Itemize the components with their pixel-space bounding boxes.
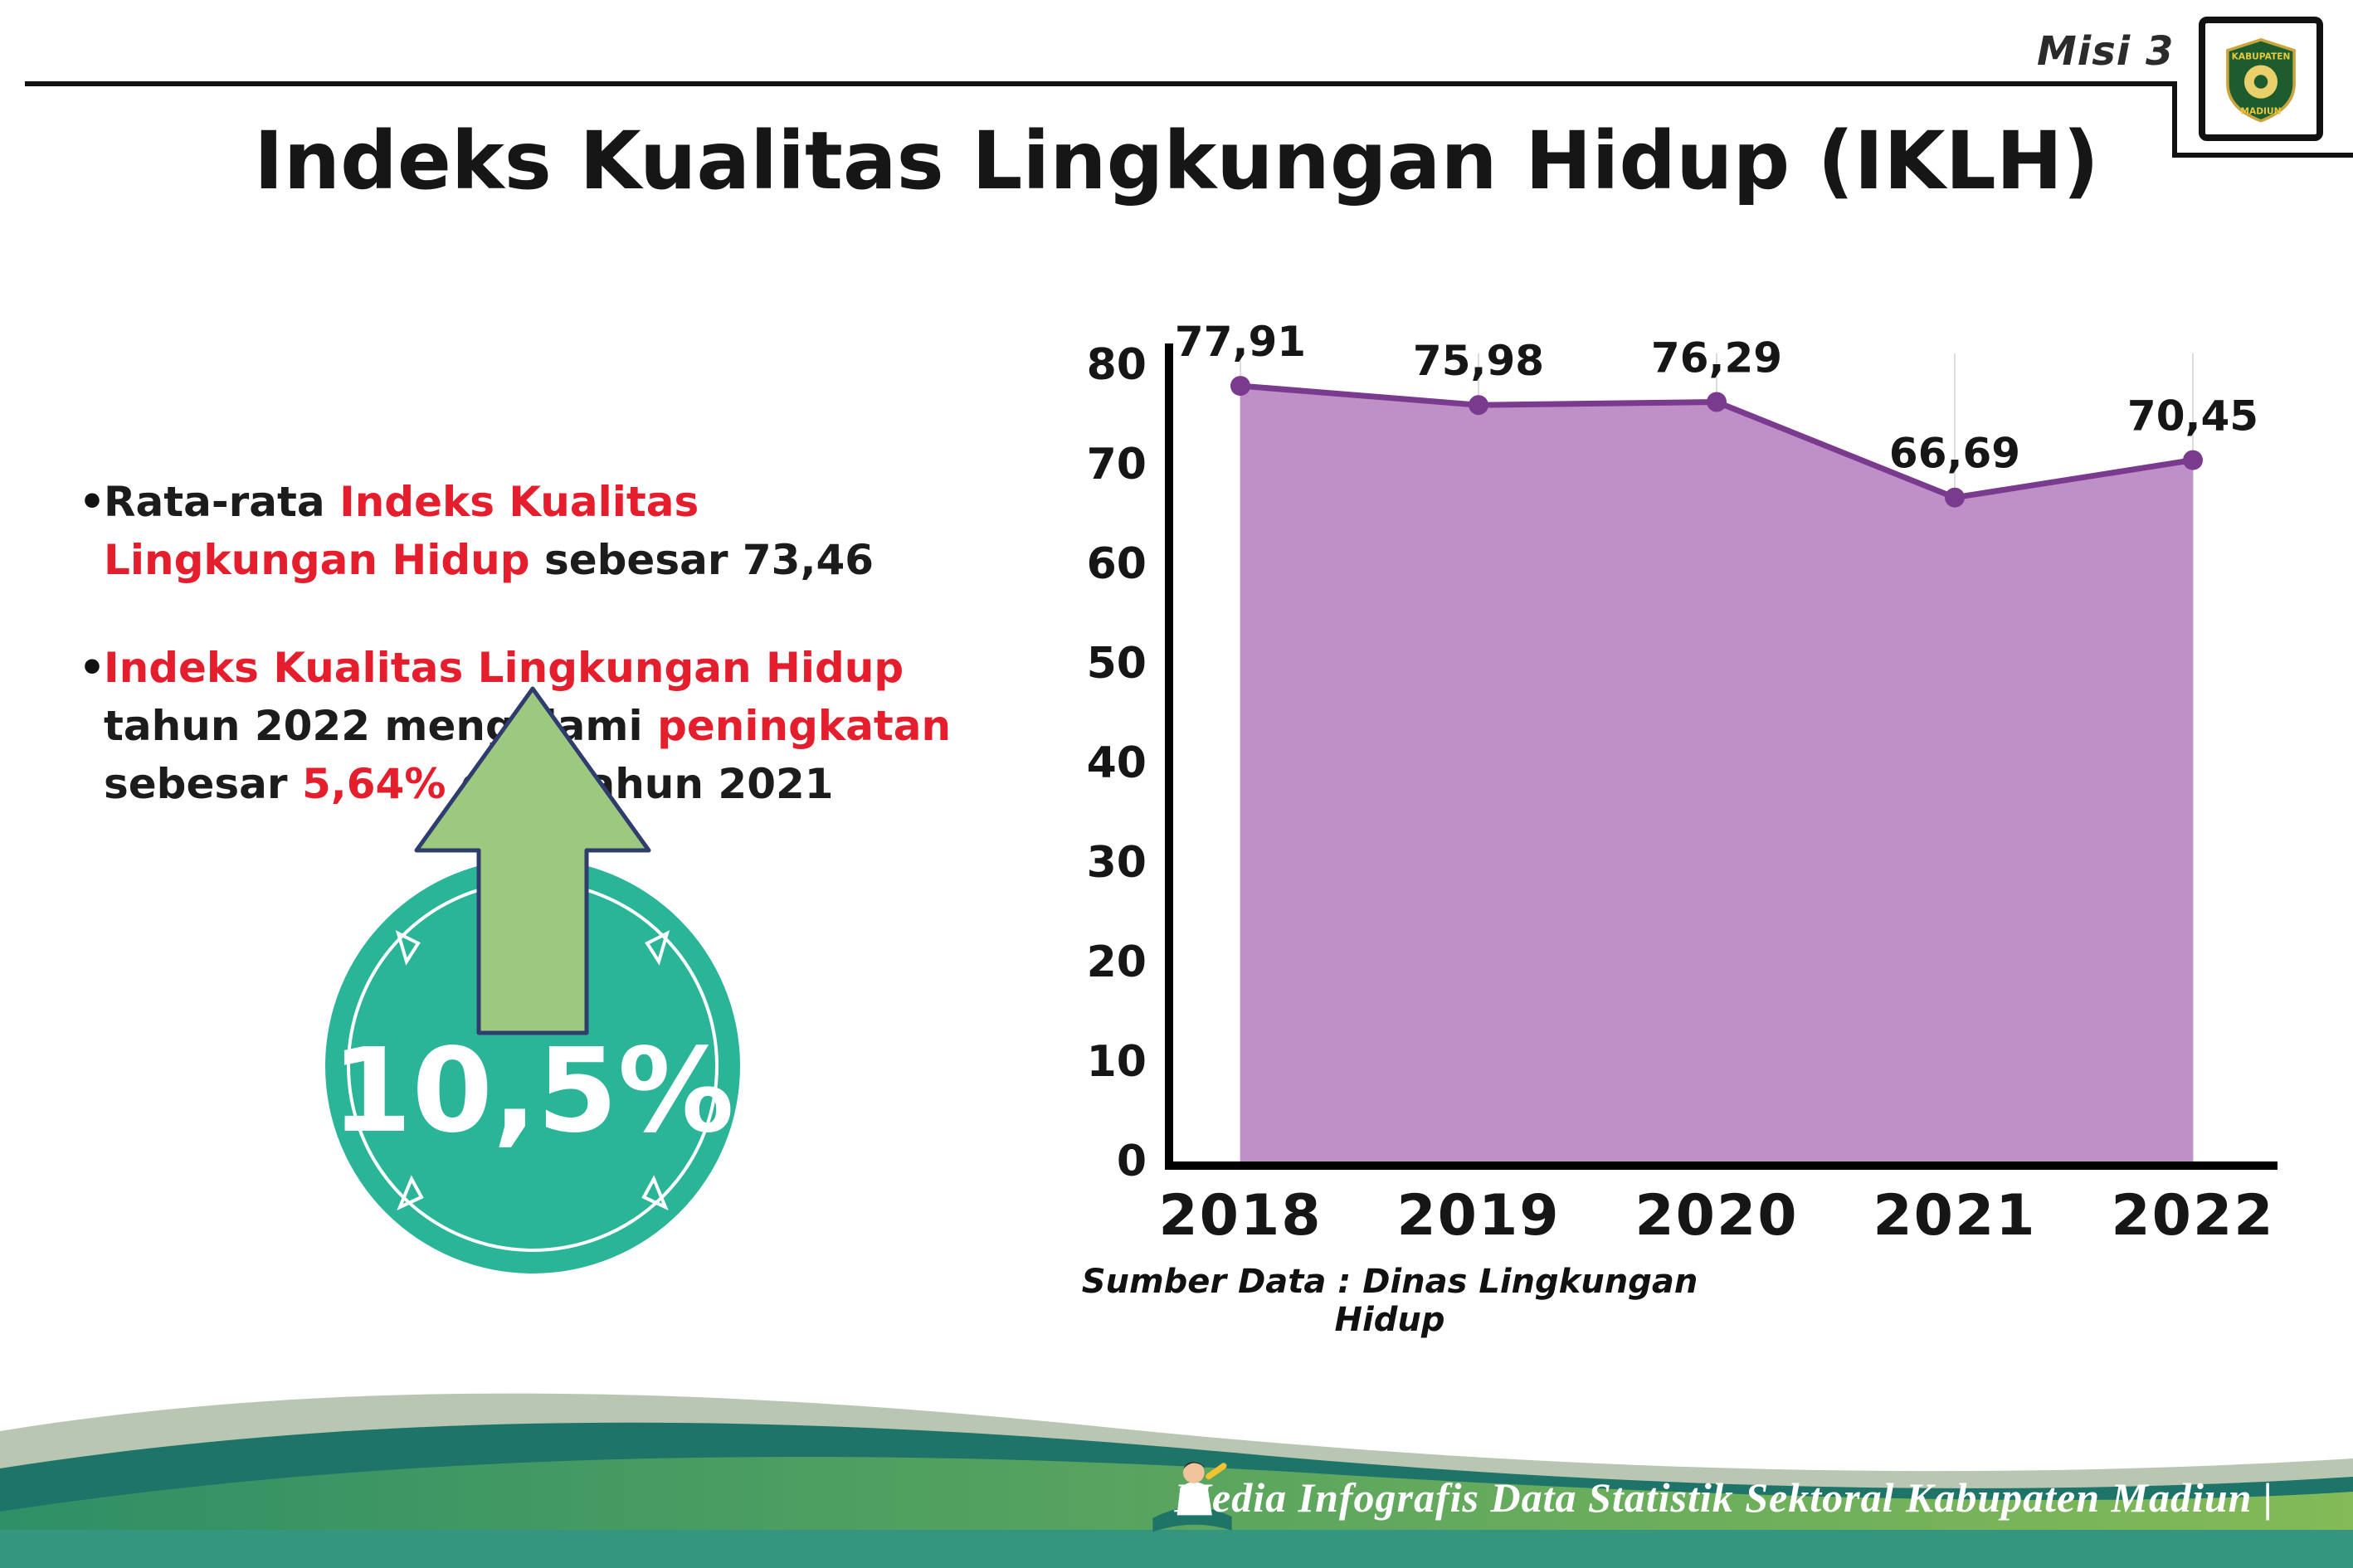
svg-text:70,45: 70,45 <box>2127 392 2258 441</box>
svg-text:2020: 2020 <box>1634 1183 1798 1249</box>
increase-badge: 10,5% <box>325 686 740 1273</box>
svg-text:80: 80 <box>1087 340 1147 390</box>
logo-text-top: KABUPATEN <box>2232 51 2291 61</box>
logo-text-bottom: MADIUN <box>2240 105 2281 116</box>
svg-text:2022: 2022 <box>2111 1183 2274 1249</box>
badge-percentage: 10,5% <box>331 1024 734 1159</box>
logo-frame-line-vertical <box>2172 81 2177 158</box>
svg-text:77,91: 77,91 <box>1175 318 1306 366</box>
svg-text:70: 70 <box>1087 440 1147 489</box>
chart-container: 77,91 75,98 76,29 66,69 70,45 0 10 20 30 40 50 60 70… <box>1054 290 2298 1344</box>
page-title: Indeks Kualitas Lingkungan Hidup (IKLH) <box>254 114 2099 207</box>
insight-text: Rata-rata Indeks Kualitas Lingkungan Hid… <box>104 478 874 584</box>
top-rule <box>25 81 2174 86</box>
badge-circle <box>325 859 740 1273</box>
crest-icon: KABUPATEN MADIUN <box>2226 37 2296 123</box>
badge-tick <box>395 930 421 966</box>
svg-text:10: 10 <box>1087 1037 1147 1087</box>
svg-text:20: 20 <box>1087 937 1147 987</box>
insight-bullet-average: Rata-rata Indeks Kualitas Lingkungan Hid… <box>79 473 958 589</box>
svg-text:75,98: 75,98 <box>1413 337 1544 385</box>
svg-text:0: 0 <box>1117 1137 1147 1186</box>
mascot-icon <box>1152 1462 1232 1532</box>
badge-tick <box>645 930 670 966</box>
badge-tick <box>641 1175 669 1210</box>
badge-tick <box>397 1175 424 1210</box>
up-arrow-icon <box>414 686 651 1035</box>
svg-text:60: 60 <box>1087 539 1147 589</box>
misi-label: Misi 3 <box>2037 28 2175 75</box>
svg-text:50: 50 <box>1087 639 1147 689</box>
kabupaten-madiun-logo: KABUPATEN MADIUN <box>2199 17 2323 141</box>
chart-source-note: Sumber Data : Dinas Lingkungan Hidup <box>1081 1263 1698 1339</box>
svg-text:2018: 2018 <box>1158 1183 1322 1249</box>
iklh-area-chart: 77,91 75,98 76,29 66,69 70,45 0 10 20 30 40 50 60 70… <box>1087 318 2277 1249</box>
footer-bar <box>0 1530 2353 1568</box>
svg-text:2019: 2019 <box>1396 1183 1560 1249</box>
footer-credit: Media Infografis Data Statistik Sektoral… <box>1174 1474 2273 1521</box>
svg-text:76,29: 76,29 <box>1651 334 1782 382</box>
svg-text:66,69: 66,69 <box>1889 430 2020 478</box>
svg-text:2021: 2021 <box>1873 1183 2036 1249</box>
svg-text:40: 40 <box>1087 738 1147 788</box>
svg-text:30: 30 <box>1087 838 1147 888</box>
footer-wave <box>0 1393 2353 1568</box>
logo-frame-line-horizontal <box>2172 153 2353 158</box>
